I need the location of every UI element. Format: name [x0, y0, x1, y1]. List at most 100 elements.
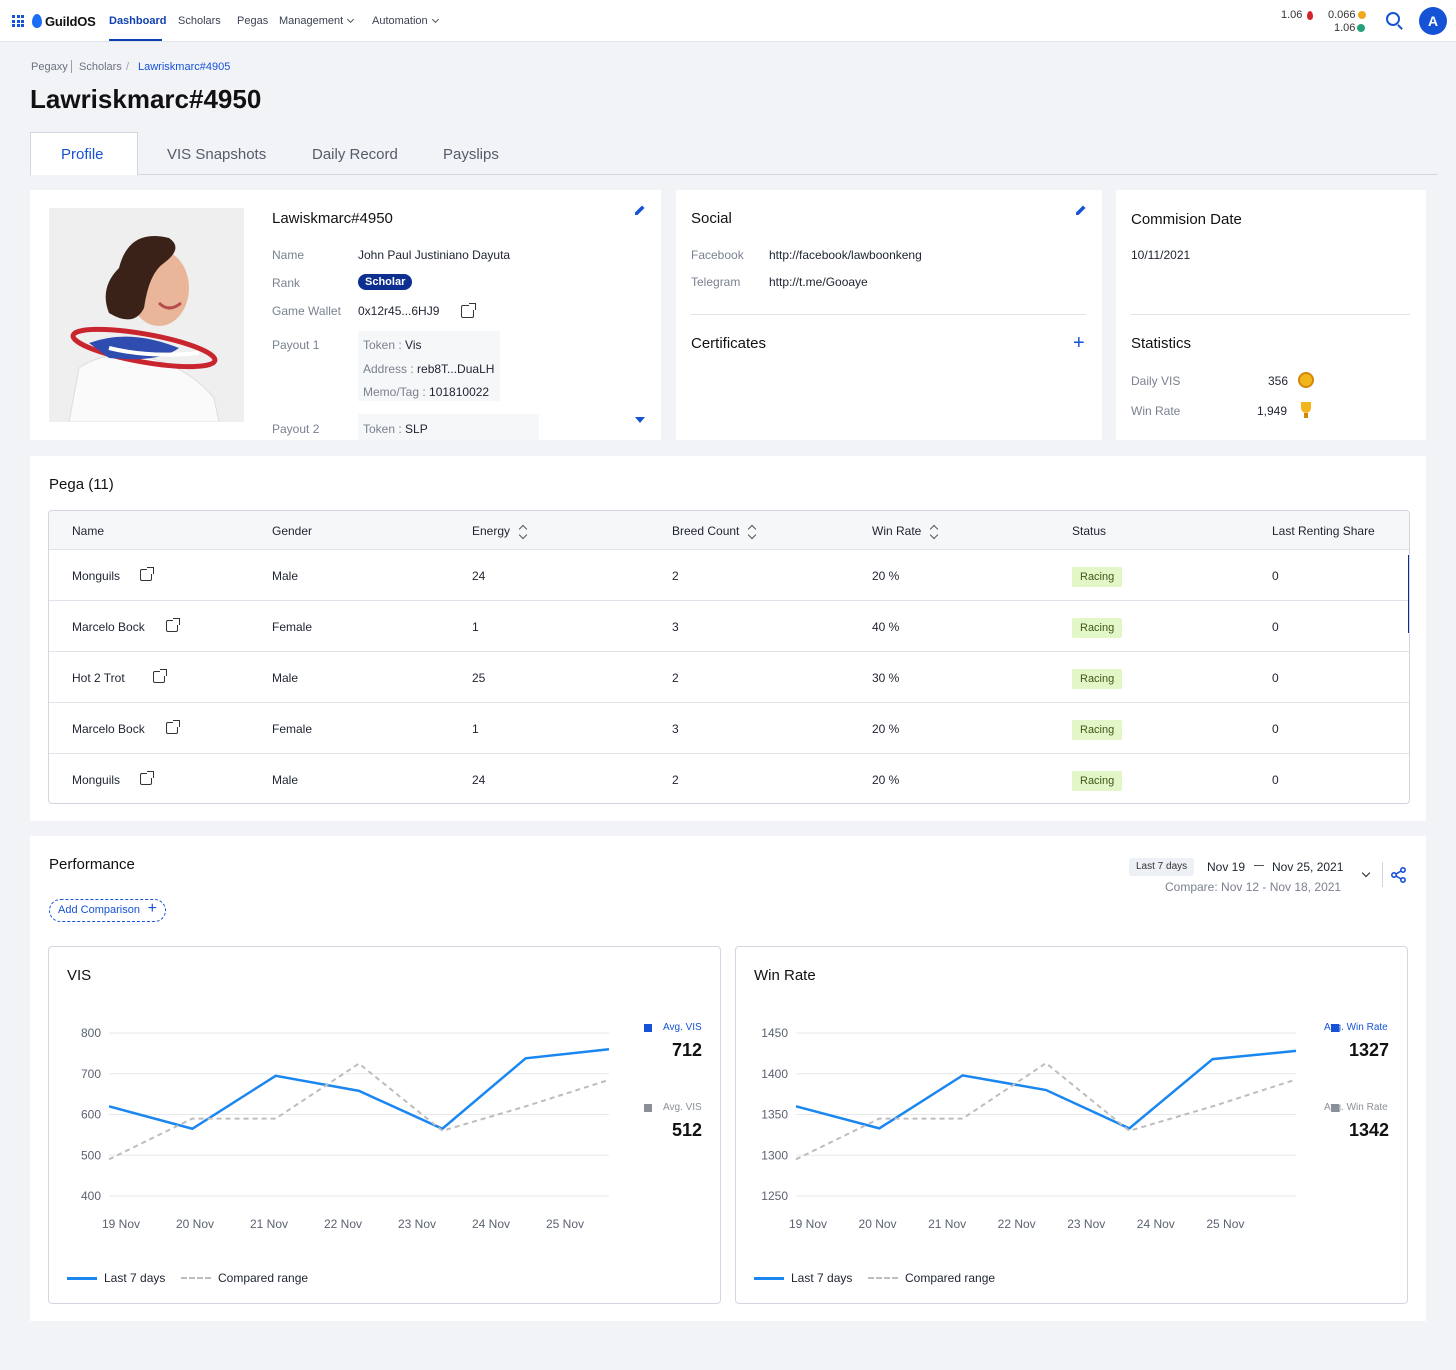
cell-name[interactable]: Monguils [72, 773, 121, 787]
telegram-link[interactable]: http://t.me/Gooaye [769, 275, 868, 289]
y-tick-label: 1300 [761, 1148, 788, 1162]
payout1-token-label: Token : [363, 338, 406, 352]
payout2-token-value: SLP [405, 422, 428, 436]
sort-icon[interactable] [748, 525, 756, 539]
col-win-rate[interactable]: Win Rate [872, 524, 938, 539]
legend-compare-label: Compared range [218, 1271, 309, 1285]
balance-2: 0.066 [1328, 9, 1366, 21]
payout1-memo: Memo/Tag : 101810022 [363, 385, 489, 399]
facebook-link[interactable]: http://facebook/lawboonkeng [769, 248, 922, 262]
y-tick-label: 800 [81, 1026, 101, 1040]
tab-payslips[interactable]: Payslips [443, 146, 499, 163]
table-scrollbar[interactable] [1408, 555, 1409, 633]
col-breed-count[interactable]: Breed Count [672, 524, 756, 539]
external-link-icon[interactable] [153, 669, 167, 683]
share-icon[interactable] [1390, 866, 1408, 884]
nav-management[interactable]: Management [279, 15, 355, 27]
table-row[interactable]: Monguils Male 24 2 20 % Racing 0 [49, 549, 1409, 600]
external-link-icon[interactable] [139, 567, 154, 581]
status-badge: Racing [1072, 771, 1123, 791]
certificates-title: Certificates [691, 335, 767, 352]
date-to[interactable]: Nov 25, 2021 [1272, 860, 1344, 874]
x-tick-label: 24 Nov [472, 1217, 510, 1231]
avatar[interactable]: A [1419, 7, 1447, 35]
commission-date: 10/11/2021 [1131, 248, 1191, 262]
breadcrumb-separator [71, 60, 72, 73]
cell-energy: 24 [472, 773, 486, 787]
sort-icon[interactable] [519, 525, 527, 539]
breadcrumb-pegaxy[interactable]: Pegaxy [31, 61, 68, 73]
wallet-label: Game Wallet [272, 304, 341, 318]
cell-name[interactable]: Marcelo Bock [72, 722, 145, 736]
nav-automation[interactable]: Automation [372, 15, 439, 27]
social-divider [691, 314, 1086, 315]
balance-1-value: 1.06 [1281, 9, 1303, 21]
plus-icon: + [147, 900, 157, 917]
pega-table: Name Gender Energy Breed Count Win Rate … [48, 510, 1410, 804]
nav-scholars[interactable]: Scholars [178, 15, 221, 27]
cell-energy: 1 [472, 620, 479, 634]
table-row[interactable]: Monguils Male 24 2 20 % Racing 0 [49, 753, 1409, 803]
edit-pencil-icon[interactable] [634, 204, 646, 216]
external-link-icon[interactable] [461, 303, 476, 318]
chart-title: VIS [67, 967, 92, 984]
cell-gender: Male [272, 671, 299, 685]
avatar-photo [49, 208, 244, 422]
table-row[interactable]: Marcelo Bock Female 1 3 40 % Racing 0 [49, 600, 1409, 651]
expand-caret-icon[interactable] [635, 417, 645, 423]
table-row[interactable]: Hot 2 Trot Male 25 2 30 % Racing 0 [49, 651, 1409, 702]
table-row[interactable]: Marcelo Bock Female 1 3 20 % Racing 0 [49, 702, 1409, 753]
series-line-last-7-days [108, 1048, 610, 1131]
cell-breed-count: 2 [672, 773, 679, 787]
add-certificate-plus-icon[interactable]: + [1073, 332, 1085, 354]
nav-pegas[interactable]: Pegas [237, 15, 269, 27]
cell-breed-count: 2 [672, 671, 679, 685]
x-tick-label: 20 Nov [176, 1217, 214, 1231]
edit-pencil-icon[interactable] [1075, 204, 1087, 216]
cell-name[interactable]: Marcelo Bock [72, 620, 145, 634]
legend-compare-label: Compared range [905, 1271, 996, 1285]
cell-last-renting-share: 0 [1272, 773, 1279, 787]
avg-compare-label: Avg. Win Rate [1324, 1102, 1388, 1113]
nav-management-label: Management [279, 15, 344, 27]
series-line-compared-range [108, 1062, 610, 1161]
logo[interactable]: GuildOS [32, 12, 96, 30]
cell-name[interactable]: Monguils [72, 569, 121, 583]
rank-badge: Scholar [358, 274, 413, 290]
external-link-icon[interactable] [139, 771, 154, 785]
tab-profile[interactable]: Profile [61, 146, 104, 163]
nav-dashboard[interactable]: Dashboard [109, 15, 167, 27]
legend-line-compare [181, 1277, 211, 1279]
line-chart: 1250 1300 1350 1400 1450 19 Nov 20 Nov 21 Nov 22… [761, 1026, 1297, 1231]
external-link-icon[interactable] [166, 618, 181, 632]
commission-title: Commision Date [1131, 211, 1242, 228]
breadcrumb-slash: / [126, 61, 130, 73]
breadcrumb-scholars[interactable]: Scholars [79, 61, 122, 73]
pega-title: Pega (11) [49, 476, 114, 493]
external-link-icon[interactable] [166, 720, 181, 734]
legend-square-primary [1331, 1024, 1339, 1032]
search-icon[interactable] [1386, 12, 1400, 26]
cell-last-renting-share: 0 [1272, 722, 1279, 736]
facebook-label: Facebook [691, 248, 744, 262]
status-badge: Racing [1072, 618, 1123, 638]
avg-primary-value: 1327 [1348, 1040, 1389, 1060]
chevron-down-icon [431, 15, 439, 24]
add-comparison-button[interactable]: Add Comparison + [49, 899, 166, 922]
col-energy[interactable]: Energy [472, 524, 527, 539]
line-chart: 400 500 600 700 800 19 Nov 20 Nov 21 Nov 22 Nov 2… [81, 1026, 610, 1231]
apps-grid-icon[interactable] [12, 15, 24, 27]
date-range-pill[interactable]: Last 7 days [1129, 858, 1195, 876]
y-tick-label: 1400 [761, 1067, 788, 1081]
tab-daily-record[interactable]: Daily Record [312, 146, 398, 163]
y-tick-label: 1350 [761, 1108, 788, 1122]
tab-vis-snapshots[interactable]: VIS Snapshots [167, 146, 267, 163]
col-status: Status [1072, 524, 1107, 538]
legend-line-primary [754, 1277, 784, 1280]
date-from[interactable]: Nov 19 [1207, 860, 1246, 874]
status-badge: Racing [1072, 567, 1123, 587]
x-tick-label: 25 Nov [1206, 1217, 1244, 1231]
cell-name[interactable]: Hot 2 Trot [72, 671, 125, 685]
payout2-token: Token : SLP [363, 422, 428, 436]
sort-icon[interactable] [930, 525, 938, 539]
